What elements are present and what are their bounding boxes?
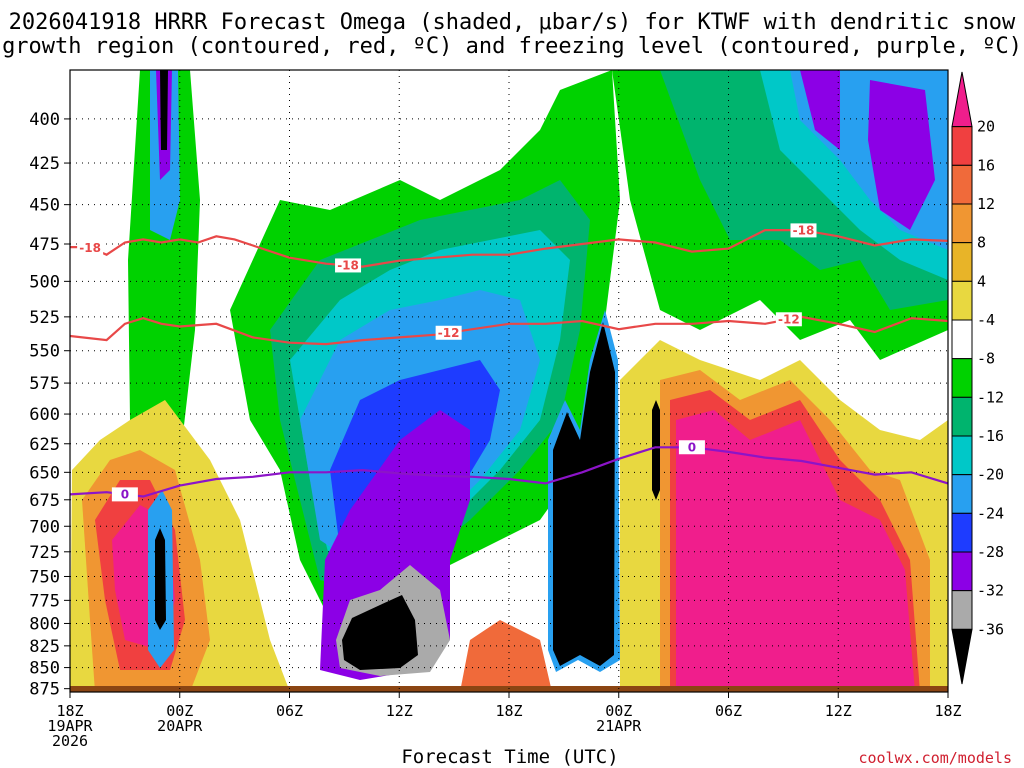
omega-column-left-black xyxy=(160,70,168,150)
contour-label-bg xyxy=(435,325,462,340)
credit-link[interactable]: coolwx.com/models xyxy=(858,749,1012,767)
colorbar-label: -36 xyxy=(977,620,1004,638)
contour-label--12: -12 xyxy=(438,326,460,340)
y-tick-label: 650 xyxy=(29,463,60,483)
colorbar-label: 20 xyxy=(977,118,995,136)
y-tick-label: 850 xyxy=(29,659,60,679)
y-tick-label: 750 xyxy=(29,567,60,587)
contour-label-0: 0 xyxy=(121,487,129,501)
omega-sinking-right-pink xyxy=(676,410,915,692)
colorbar-cell xyxy=(951,203,973,244)
contour-label--12: -12 xyxy=(778,312,800,326)
colorbar-cell xyxy=(951,164,973,205)
colorbar-label: 16 xyxy=(977,156,995,174)
colorbar-label: -32 xyxy=(977,582,1004,600)
x-axis-label: Forecast Time (UTC) xyxy=(401,746,618,768)
y-tick-label: 800 xyxy=(29,614,60,634)
colorbar-cell xyxy=(951,551,973,592)
contour-line--18 xyxy=(70,229,948,268)
contour-label--18: -18 xyxy=(793,223,815,237)
colorbar-cell xyxy=(951,126,973,166)
colorbar-cell xyxy=(951,396,973,437)
contour-label-bg xyxy=(775,312,802,327)
y-tick-label: 825 xyxy=(29,637,60,657)
y-tick-label: 675 xyxy=(29,491,60,511)
contour-label-bg xyxy=(77,240,104,255)
x-tick-label: 21APR xyxy=(596,717,642,735)
colorbar-cell xyxy=(951,435,973,476)
colorbar-cell xyxy=(951,319,973,360)
chart-title-line-1: 2026041918 HRRR Forecast Omega (shaded, … xyxy=(9,10,1016,35)
omega-surface-strip xyxy=(460,620,552,692)
contour-label-bg xyxy=(790,223,817,238)
colorbar-label: -24 xyxy=(977,504,1004,522)
y-tick-label: 775 xyxy=(29,591,60,611)
colorbar-cell xyxy=(951,474,973,514)
contour-lines: -18 -18 -18 -12 -12 0 0 xyxy=(70,223,948,502)
y-tick-label: 875 xyxy=(29,680,60,700)
x-tick-label: 12Z xyxy=(825,702,852,720)
contour-label--18: -18 xyxy=(79,241,101,255)
colorbar-label: -20 xyxy=(977,466,1004,484)
contour-line-0 xyxy=(70,446,948,498)
y-tick-label: 625 xyxy=(29,435,60,455)
plot-area: -18 -18 -18 -12 -12 0 0 xyxy=(70,70,948,692)
colorbar-cell xyxy=(951,242,973,282)
colorbar-label: -4 xyxy=(977,311,995,329)
colorbar-cell xyxy=(951,280,973,321)
y-tick-label: 475 xyxy=(29,235,60,255)
y-tick-label: 700 xyxy=(29,517,60,537)
y-axis: 400 425 450 475 500 525 550 575 600 625 650 675 700 7… xyxy=(29,110,70,700)
omega-cell-middle-black xyxy=(342,595,418,670)
colorbar-label: 8 xyxy=(977,234,986,252)
omega-core-right-narrow xyxy=(652,400,660,500)
colorbar-label: -28 xyxy=(977,543,1004,561)
colorbar: 20 16 12 8 4 -4 -8 -12 -16 -20 -24 -28 -32 -36 xyxy=(951,71,1004,685)
colorbar-cell-top xyxy=(951,71,973,128)
colorbar-cell xyxy=(951,590,973,630)
contour-label-bg xyxy=(335,258,362,273)
x-tick-label: 00Z xyxy=(166,702,193,720)
x-tick-label: 00Z xyxy=(605,702,632,720)
y-tick-label: 575 xyxy=(29,374,60,394)
x-tick-label: 06Z xyxy=(715,702,742,720)
x-tick-label: 18Z xyxy=(56,702,83,720)
colorbar-cell-bottom xyxy=(951,628,973,685)
omega-core-mid-black xyxy=(553,322,615,666)
x-tick-label: 20APR xyxy=(157,717,203,735)
contour-label-bg xyxy=(678,440,705,455)
y-tick-label: 525 xyxy=(29,308,60,328)
x-tick-label: 2026 xyxy=(52,732,88,750)
y-tick-label: 400 xyxy=(29,110,60,130)
x-tick-label: 18Z xyxy=(495,702,522,720)
colorbar-cell xyxy=(951,512,973,553)
contour-label--18: -18 xyxy=(337,258,359,272)
contour-label-bg xyxy=(111,487,138,502)
y-tick-label: 600 xyxy=(29,405,60,425)
colorbar-label: -16 xyxy=(977,427,1004,445)
chart-title-line-2: growth region (contoured, red, ºC) and f… xyxy=(2,34,1022,59)
y-tick-label: 425 xyxy=(29,154,60,174)
colorbar-label: 12 xyxy=(977,195,995,213)
colorbar-label: 4 xyxy=(977,272,986,290)
colorbar-label: -8 xyxy=(977,350,995,368)
x-tick-label: 18Z xyxy=(934,702,961,720)
x-tick-label: 06Z xyxy=(276,702,303,720)
y-tick-label: 725 xyxy=(29,543,60,563)
y-tick-label: 500 xyxy=(29,272,60,292)
colorbar-cell xyxy=(951,358,973,398)
x-tick-label: 12Z xyxy=(386,702,413,720)
contour-label-0: 0 xyxy=(688,440,696,454)
colorbar-label: -12 xyxy=(977,388,1004,406)
y-tick-label: 550 xyxy=(29,342,60,362)
omega-column-left-lower-black xyxy=(155,528,166,630)
x-tick-label: 19APR xyxy=(47,717,93,735)
y-tick-label: 450 xyxy=(29,196,60,216)
omega-cell-upper-right-purple xyxy=(800,70,935,230)
omega-shading xyxy=(70,70,948,692)
